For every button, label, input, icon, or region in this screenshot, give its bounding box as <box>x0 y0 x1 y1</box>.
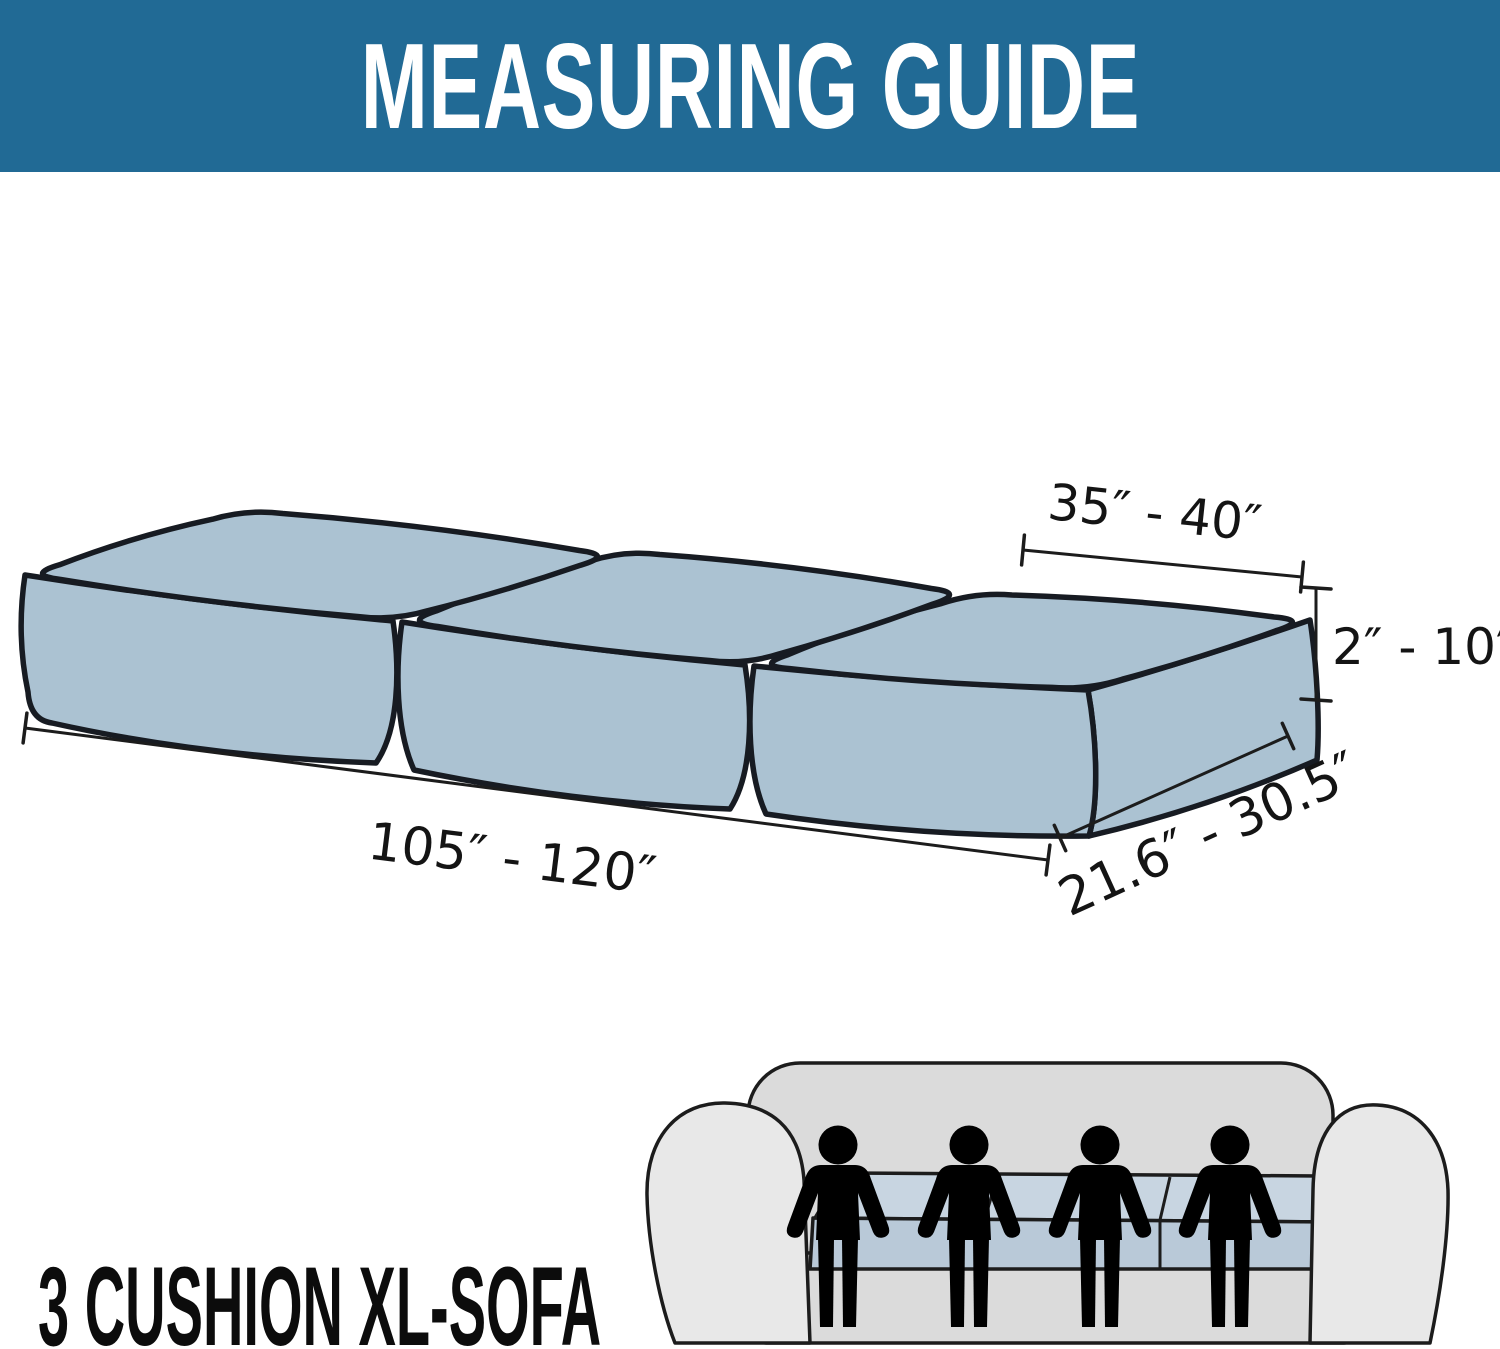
footer-caption: 3 CUSHION XL-SOFA <box>38 1244 602 1349</box>
cushion-width-tick-left <box>1019 533 1027 567</box>
cushion-left-top-face <box>39 509 601 621</box>
cushion-right-front-face <box>747 663 1099 839</box>
cushion-diagram: 105″ - 120″ 35″ - 40″ 2″ - 10″ 21.6″ - 3… <box>18 473 1500 929</box>
total-length-tick-right <box>1044 843 1052 877</box>
sofa-arm-right <box>1308 1103 1450 1345</box>
dimension-cushion-width: 35″ - 40″ <box>1019 473 1306 594</box>
thickness-label: 2″ - 10″ <box>1332 618 1500 676</box>
sofa-cushion-front <box>808 1216 1340 1272</box>
total-length-line <box>23 726 1050 862</box>
depth-tick-left <box>1052 823 1068 853</box>
header-banner: MEASURING GUIDE <box>0 0 1500 172</box>
sofa-illustration <box>645 1061 1450 1345</box>
cushion-right <box>747 591 1321 839</box>
cushion-width-label: 35″ - 40″ <box>1045 473 1264 553</box>
total-length-label: 105″ - 120″ <box>365 812 659 907</box>
sofa-cushion-seam-top-2 <box>1158 1176 1172 1221</box>
depth-line <box>1058 734 1290 840</box>
thickness-tick-bottom <box>1299 697 1333 703</box>
thickness-tick-top <box>1299 585 1333 591</box>
total-length-tick-left <box>21 711 29 745</box>
sofa-arm-left <box>645 1101 812 1345</box>
cushion-width-line <box>1021 548 1304 579</box>
page-title: MEASURING GUIDE <box>360 18 1140 154</box>
dimension-thickness: 2″ - 10″ <box>1299 585 1500 703</box>
depth-tick-right <box>1280 721 1296 751</box>
cushion-left <box>18 509 601 766</box>
